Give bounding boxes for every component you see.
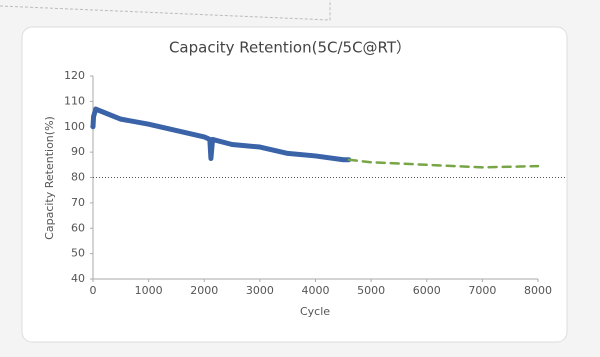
- x-tick-label: 8000: [524, 284, 552, 297]
- x-tick-label: 1000: [135, 284, 163, 297]
- decoration: [0, 0, 331, 21]
- chart-title: Capacity Retention(5C/5C@RT）: [169, 39, 411, 57]
- series-line: [347, 158, 540, 169]
- x-tick-label: 3000: [246, 284, 274, 297]
- y-tick-label: 90: [71, 145, 85, 158]
- x-tick-label: 7000: [468, 284, 496, 297]
- y-axis-label: Capacity Retention(%): [43, 116, 56, 240]
- y-tick-label: 80: [71, 171, 85, 184]
- chart-card: [21, 26, 568, 343]
- y-tick-label: 50: [71, 247, 85, 260]
- y-tick-label: 100: [64, 120, 85, 133]
- y-tick-label: 70: [71, 196, 85, 209]
- series-line: [90, 106, 352, 163]
- x-tick-label: 2000: [190, 284, 218, 297]
- x-tick-label: 6000: [413, 284, 441, 297]
- y-tick-label: 120: [64, 69, 85, 82]
- x-tick-label: 4000: [302, 284, 330, 297]
- y-tick-label: 40: [71, 272, 85, 285]
- x-tick-label: 0: [90, 284, 97, 297]
- x-tick-label: 5000: [357, 284, 385, 297]
- y-tick-label: 110: [64, 94, 85, 107]
- x-axis-label: Cycle: [300, 305, 330, 318]
- y-tick-label: 60: [71, 221, 85, 234]
